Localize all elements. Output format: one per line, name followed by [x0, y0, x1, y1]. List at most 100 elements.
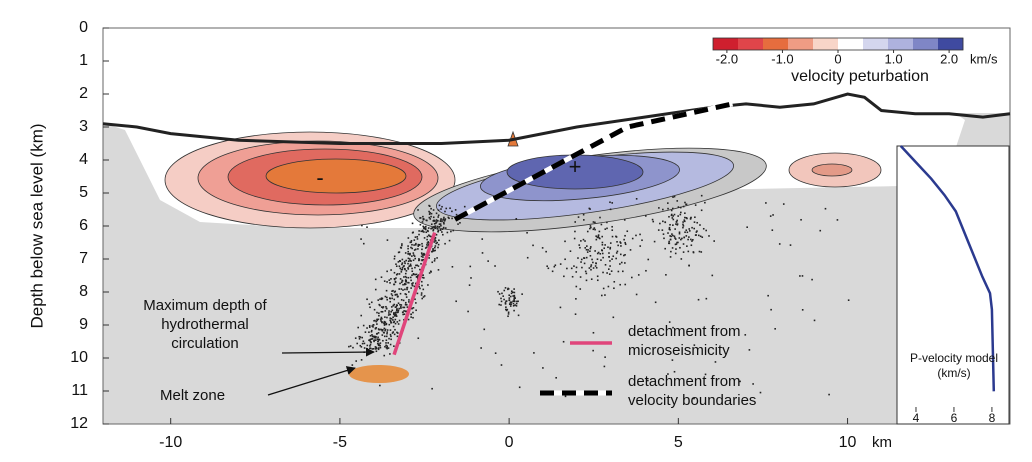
seismic-event: [378, 315, 380, 317]
seismic-event: [435, 228, 437, 230]
seismic-event: [393, 304, 395, 306]
seismic-event: [563, 276, 565, 278]
seismic-event: [676, 242, 678, 244]
seismic-event: [584, 257, 586, 259]
seismic-event: [671, 215, 673, 217]
seismic-event: [469, 284, 471, 286]
seismic-event: [378, 343, 380, 345]
seismic-event: [587, 231, 589, 233]
seismic-event: [500, 304, 502, 306]
seismic-event: [590, 266, 592, 268]
seismic-event: [464, 206, 466, 208]
seismic-event: [381, 321, 383, 323]
seismic-event: [428, 242, 430, 244]
seismic-event: [386, 299, 388, 301]
x-tick-label: 10: [839, 434, 857, 451]
seismic-event: [783, 203, 785, 205]
seismic-event: [623, 239, 625, 241]
seismic-event: [684, 202, 686, 204]
seismic-event: [695, 204, 697, 206]
seismic-event: [410, 280, 412, 282]
seismic-event: [422, 245, 424, 247]
seismic-event: [593, 267, 595, 269]
seismic-event: [620, 245, 622, 247]
seismic-event: [409, 253, 411, 255]
seismic-event: [503, 299, 505, 301]
seismic-event: [434, 258, 436, 260]
seismic-event: [369, 325, 371, 327]
seismic-event: [369, 345, 371, 347]
seismic-event: [352, 347, 354, 349]
seismic-event: [395, 319, 397, 321]
seismic-event: [691, 244, 693, 246]
seismic-event: [418, 244, 420, 246]
seismic-event: [575, 271, 577, 273]
seismic-event: [399, 268, 401, 270]
seismic-event: [774, 328, 776, 330]
seismic-event: [663, 238, 665, 240]
seismic-event: [410, 313, 412, 315]
seismic-event: [578, 216, 580, 218]
seismic-event: [591, 278, 593, 280]
seismic-event: [356, 343, 358, 345]
seismic-event: [423, 218, 425, 220]
seismic-event: [421, 249, 423, 251]
seismic-event: [407, 306, 409, 308]
seismic-event: [366, 226, 368, 228]
seismic-event: [440, 229, 442, 231]
seismic-event: [425, 231, 427, 233]
seismic-event: [688, 265, 690, 267]
seismic-event: [506, 310, 508, 312]
seismic-event: [372, 324, 374, 326]
x-axis-unit: km: [872, 434, 892, 451]
seismic-event: [674, 214, 676, 216]
seismic-event: [593, 332, 595, 334]
seismic-event: [688, 236, 690, 238]
seismic-event: [510, 296, 512, 298]
seismic-event: [359, 338, 361, 340]
seismic-event: [366, 348, 368, 350]
seismic-event: [667, 202, 669, 204]
seismic-event: [386, 271, 388, 273]
seismic-event: [408, 319, 410, 321]
seismic-event: [377, 319, 379, 321]
seismic-event: [388, 314, 390, 316]
seismic-event: [574, 231, 576, 233]
seismic-event: [423, 296, 425, 298]
seismic-event: [383, 332, 385, 334]
seismic-event: [619, 263, 621, 265]
seismic-event: [542, 247, 544, 249]
seismic-event: [410, 277, 412, 279]
seismic-event: [624, 219, 626, 221]
seismic-event: [619, 284, 621, 286]
seismic-event: [434, 225, 436, 227]
seismic-event: [449, 207, 451, 209]
seismic-event: [371, 302, 373, 304]
seismic-event: [675, 253, 677, 255]
seismic-event: [407, 268, 409, 270]
y-tick-label: 10: [70, 349, 88, 366]
seismic-event: [667, 232, 669, 234]
colorbar-tick-label: 0: [834, 51, 841, 66]
seismic-event: [509, 299, 511, 301]
seismic-event: [563, 341, 565, 343]
seismic-event: [613, 281, 615, 283]
seismic-event: [695, 234, 697, 236]
seismic-event: [699, 224, 701, 226]
seismic-event: [699, 251, 701, 253]
seismic-event: [398, 288, 400, 290]
seismic-event: [507, 315, 509, 317]
seismic-event: [387, 342, 389, 344]
y-tick-label: 5: [79, 184, 88, 201]
seismic-event: [688, 251, 690, 253]
seismic-event: [429, 213, 431, 215]
annotation: +: [569, 154, 582, 179]
seismic-event: [682, 227, 684, 229]
seismic-event: [459, 222, 461, 224]
seismic-event: [624, 235, 626, 237]
seismic-event: [436, 219, 438, 221]
seismic-event: [450, 231, 452, 233]
seismic-event: [405, 304, 407, 306]
seismic-event: [380, 342, 382, 344]
seismic-event: [410, 260, 412, 262]
